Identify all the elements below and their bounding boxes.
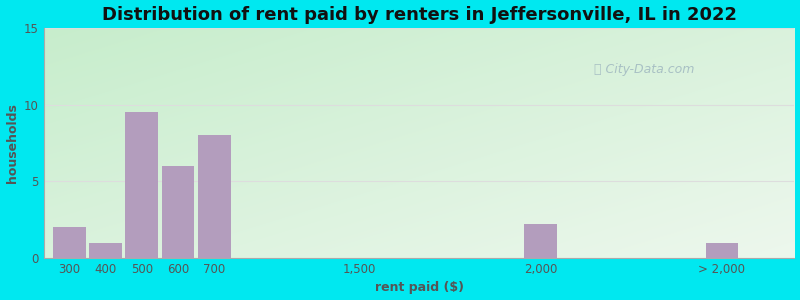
Y-axis label: households: households bbox=[6, 103, 18, 183]
Bar bbox=[198, 135, 230, 258]
Bar bbox=[162, 166, 194, 258]
Bar bbox=[524, 224, 557, 258]
X-axis label: rent paid ($): rent paid ($) bbox=[374, 281, 464, 294]
Bar bbox=[53, 227, 86, 258]
Bar bbox=[126, 112, 158, 258]
Text: ⓘ City-Data.com: ⓘ City-Data.com bbox=[594, 63, 694, 76]
Title: Distribution of rent paid by renters in Jeffersonville, IL in 2022: Distribution of rent paid by renters in … bbox=[102, 6, 737, 24]
Bar bbox=[706, 243, 738, 258]
Bar bbox=[89, 243, 122, 258]
